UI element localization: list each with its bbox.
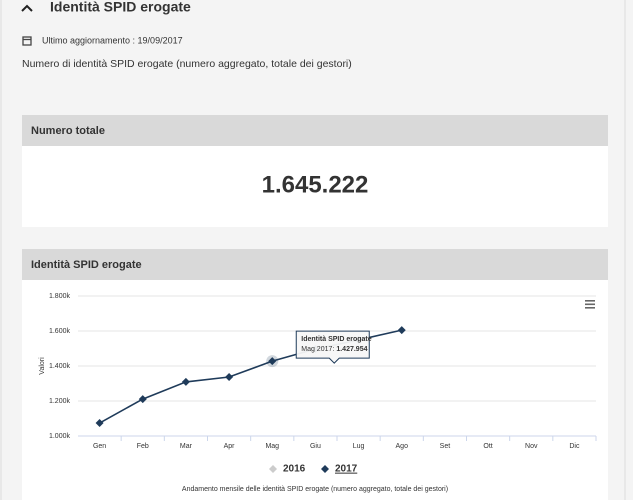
calendar-icon	[22, 36, 32, 46]
tooltip-value: 1.427.954	[336, 346, 367, 353]
tooltip-title: Identità SPID erogate	[301, 336, 372, 343]
collapse-chevron[interactable]	[21, 4, 33, 12]
total-value: 1.645.222	[262, 171, 369, 198]
x-tick-label: Mar	[180, 443, 193, 450]
marker	[225, 373, 234, 382]
x-tick-label: Nov	[525, 443, 538, 450]
menu-icon[interactable]	[585, 300, 595, 309]
x-tick-label: Giu	[310, 443, 321, 450]
x-tick-label: Mag	[265, 443, 279, 450]
legend-label[interactable]: 2016	[283, 464, 306, 475]
tooltip-box	[295, 330, 370, 364]
y-tick-label: 1.000k	[49, 433, 71, 440]
y-axis-label: Valori	[39, 357, 46, 375]
marker	[397, 326, 406, 335]
legend-marker	[269, 465, 277, 473]
chart-caption: Andamento mensile delle identità SPID er…	[182, 486, 448, 493]
tooltip-label: Mag 2017:	[301, 346, 334, 353]
section-title: Identità SPID erogate	[50, 0, 191, 15]
total-card-header	[22, 115, 608, 146]
marker	[268, 357, 277, 366]
marker	[138, 395, 147, 404]
last-update: Ultimo aggiornamento : 19/09/2017	[42, 35, 183, 45]
x-tick-label: Ott	[483, 443, 492, 450]
y-tick-label: 1.400k	[49, 363, 71, 370]
chart-card	[22, 249, 608, 500]
y-tick-label: 1.800k	[49, 293, 71, 300]
x-tick-label: Feb	[137, 443, 149, 450]
x-tick-label: Dic	[569, 443, 580, 450]
x-tick-label: Set	[440, 443, 451, 450]
marker	[95, 419, 104, 428]
x-tick-label: Ago	[396, 443, 409, 450]
y-tick-label: 1.200k	[49, 398, 71, 405]
chart-card-title: Identità SPID erogate	[31, 259, 142, 271]
chart-card-header	[22, 249, 608, 280]
marker	[181, 377, 190, 386]
total-card-title: Numero totale	[31, 125, 105, 137]
legend-label[interactable]: 2017	[335, 464, 358, 475]
description: Numero di identità SPID erogate (numero …	[22, 58, 352, 70]
x-tick-label: Apr	[224, 443, 236, 450]
x-tick-label: Lug	[353, 443, 365, 450]
x-tick-label: Gen	[93, 443, 106, 450]
legend-marker	[321, 465, 329, 473]
y-tick-label: 1.600k	[49, 328, 71, 335]
